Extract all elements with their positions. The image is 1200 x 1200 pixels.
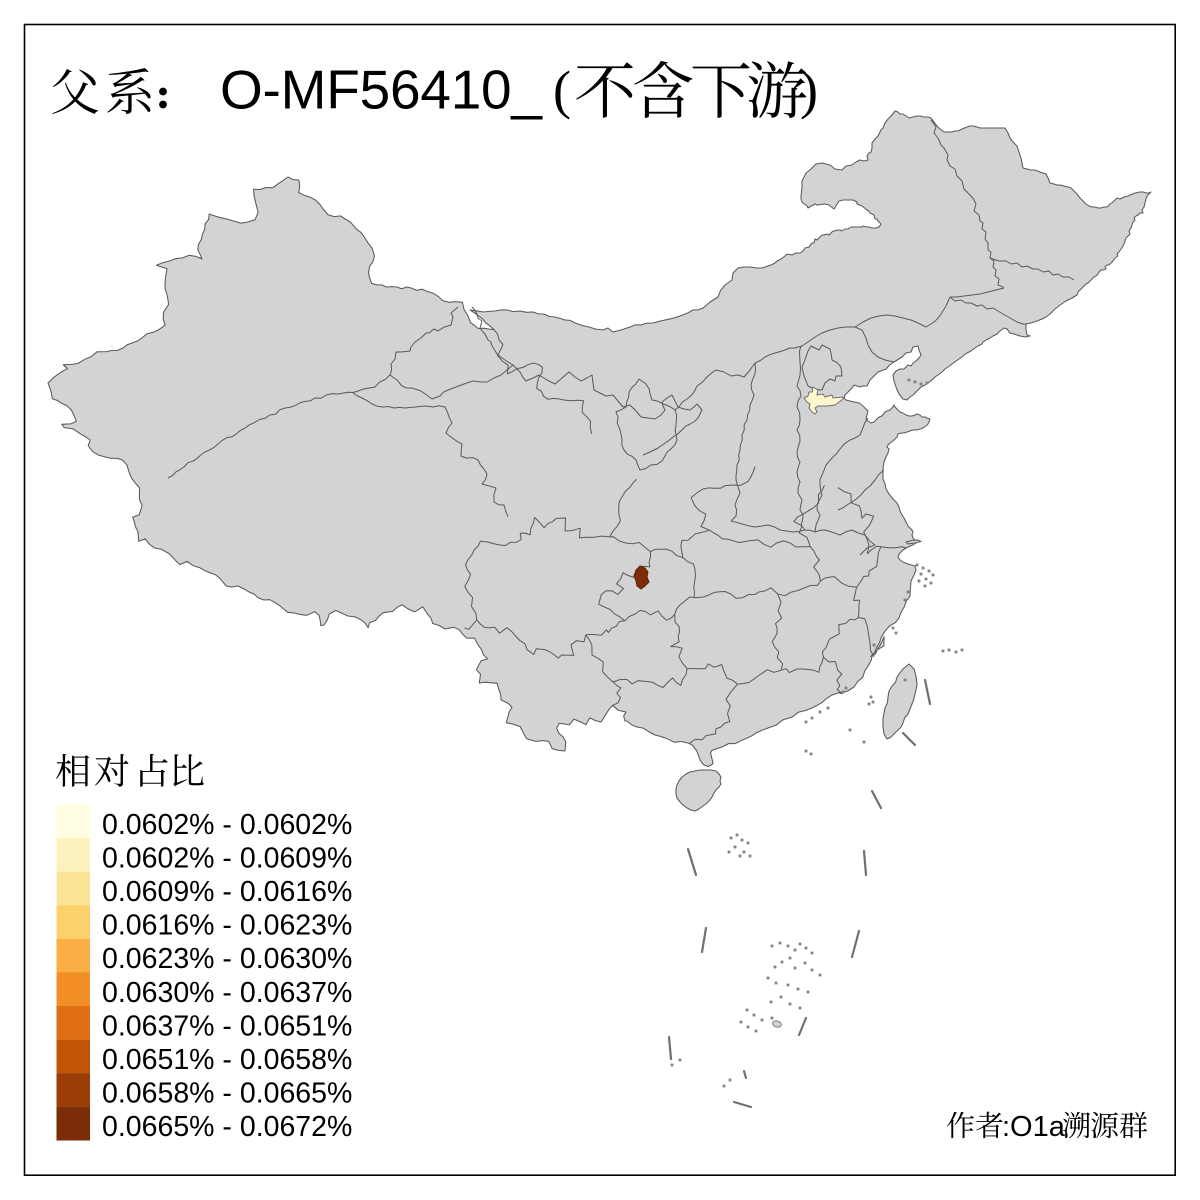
svg-text:0.0637% - 0.0651%: 0.0637% - 0.0651%: [102, 1010, 352, 1042]
svg-text::O1a: :O1a: [1002, 1111, 1066, 1143]
svg-text:0.0602% - 0.0609%: 0.0602% - 0.0609%: [102, 842, 352, 874]
svg-text:0.0609% - 0.0616%: 0.0609% - 0.0616%: [102, 876, 352, 908]
svg-text:0.0616% - 0.0623%: 0.0616% - 0.0623%: [102, 910, 352, 942]
svg-text:0.0602% - 0.0602%: 0.0602% - 0.0602%: [102, 809, 352, 841]
svg-text:): ): [800, 60, 818, 120]
svg-text:0.0651% - 0.0658%: 0.0651% - 0.0658%: [102, 1044, 352, 1076]
svg-text:O-MF56410_: O-MF56410_: [220, 59, 543, 121]
svg-text:0.0665% - 0.0672%: 0.0665% - 0.0672%: [102, 1111, 352, 1143]
svg-text:0.0658% - 0.0665%: 0.0658% - 0.0665%: [102, 1078, 352, 1110]
svg-text:0.0623% - 0.0630%: 0.0623% - 0.0630%: [102, 943, 352, 975]
svg-text:(: (: [553, 60, 571, 120]
svg-text:0.0630% - 0.0637%: 0.0630% - 0.0637%: [102, 977, 352, 1009]
